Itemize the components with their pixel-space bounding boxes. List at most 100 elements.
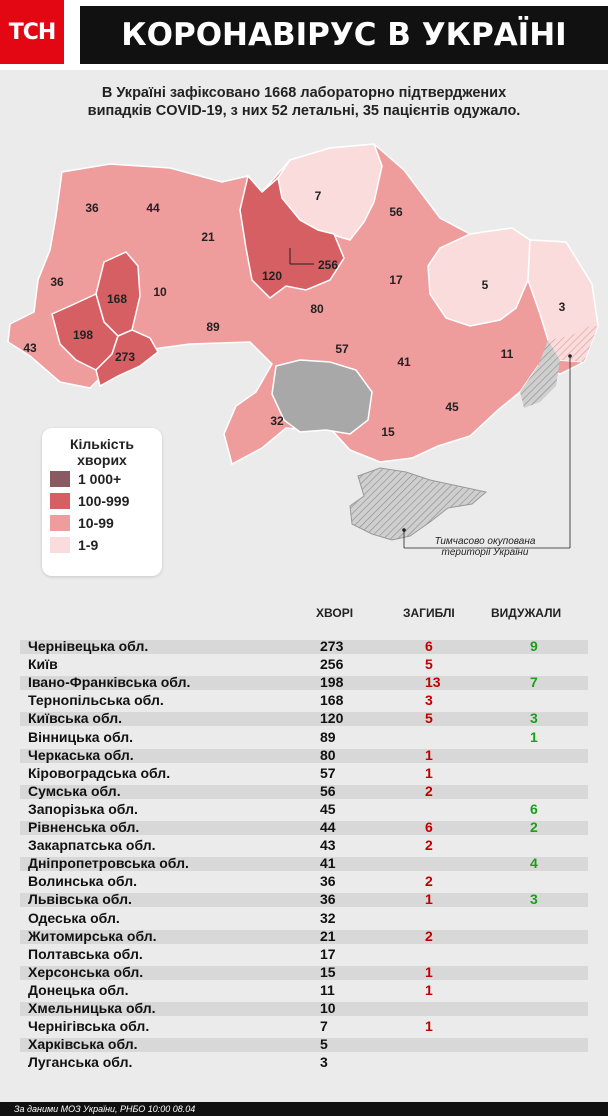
table-row: Черкаська обл. 80 1 bbox=[20, 747, 588, 764]
table-row: Чернігівська обл. 7 1 bbox=[20, 1018, 588, 1035]
region-name: Київська обл. bbox=[28, 710, 123, 727]
footer-source: За даними МОЗ України, РНБО 10:00 08.04 bbox=[0, 1102, 608, 1116]
table-row: Харківська обл. 5 bbox=[20, 1036, 588, 1053]
deaths-value: 5 bbox=[425, 710, 433, 727]
table-row: Київська обл. 120 5 3 bbox=[20, 710, 588, 727]
cases-value: 10 bbox=[320, 1000, 336, 1016]
occupied-territory-note: Тимчасово окупована території України bbox=[410, 536, 560, 558]
region-name: Луганська обл. bbox=[28, 1054, 133, 1071]
cases-value: 44 bbox=[320, 819, 336, 835]
region-label: 198 bbox=[73, 328, 93, 342]
deaths-value: 13 bbox=[425, 674, 441, 691]
recovered-value: 2 bbox=[530, 819, 538, 835]
region-name: Житомирська обл. bbox=[28, 927, 157, 944]
cases-value: 256 bbox=[320, 656, 344, 673]
table-row: Сумська обл. 56 2 bbox=[20, 783, 588, 800]
legend: Кількість хворих 1 000+ 100-999 10-99 1-… bbox=[42, 428, 162, 576]
table-row: Запорізька обл. 45 6 bbox=[20, 801, 588, 818]
region-name: Тернопільська обл. bbox=[28, 692, 164, 709]
cases-value: 15 bbox=[320, 963, 336, 980]
region-gray-center bbox=[271, 359, 373, 435]
table-row: Волинська обл. 36 2 bbox=[20, 873, 588, 890]
region-label: 120 bbox=[262, 269, 282, 283]
region-name: Донецька обл. bbox=[28, 981, 129, 998]
table-row: Тернопільська обл. 168 3 bbox=[20, 692, 588, 709]
region-label: 17 bbox=[389, 273, 403, 287]
table-row: Житомирська обл. 21 2 bbox=[20, 928, 588, 945]
table-row: Вінницька обл. 89 1 bbox=[20, 729, 588, 746]
cases-value: 89 bbox=[320, 728, 336, 745]
cases-value: 43 bbox=[320, 837, 336, 854]
region-label: 43 bbox=[23, 341, 37, 355]
table-row: Івано-Франківська обл. 198 13 7 bbox=[20, 674, 588, 691]
subtitle-line-2: випадків COVID-19, з них 52 летальні, 35… bbox=[87, 103, 521, 119]
region-name: Волинська обл. bbox=[28, 873, 137, 890]
header-recovered: ВИДУЖАЛИ bbox=[491, 606, 562, 620]
row-band bbox=[20, 929, 588, 944]
row-band bbox=[20, 965, 588, 980]
cases-value: 45 bbox=[320, 800, 336, 817]
row-band bbox=[20, 821, 588, 835]
region-kharkiv bbox=[427, 227, 531, 327]
legend-item: 100-999 bbox=[50, 490, 162, 512]
header-cases: ХВОРІ bbox=[316, 606, 354, 620]
region-name: Запорізька обл. bbox=[28, 800, 138, 817]
deaths-value: 1 bbox=[425, 1018, 433, 1035]
page-title: КОРОНАВІРУС В УКРАЇНІ bbox=[80, 6, 608, 64]
region-name: Одеська обл. bbox=[28, 909, 120, 926]
region-kyiv-oblast bbox=[239, 174, 345, 299]
table-row: Донецька обл. 11 1 bbox=[20, 982, 588, 999]
cases-value: 80 bbox=[320, 746, 336, 763]
table-row: Чернівецька обл. 273 6 9 bbox=[20, 638, 588, 655]
legend-label: 1 000+ bbox=[78, 471, 122, 487]
region-label: 57 bbox=[335, 342, 349, 356]
cases-value: 3 bbox=[320, 1054, 328, 1071]
region-name: Рівненська обл. bbox=[28, 819, 140, 835]
cases-value: 7 bbox=[320, 1018, 328, 1035]
row-band bbox=[20, 1038, 588, 1053]
occupied-luhansk bbox=[548, 326, 598, 362]
region-label: 3 bbox=[559, 300, 566, 314]
deaths-value: 2 bbox=[425, 782, 433, 799]
legend-title-line-2: хворих bbox=[77, 452, 127, 468]
deaths-value: 2 bbox=[425, 927, 433, 944]
legend-swatch bbox=[50, 493, 70, 509]
recovered-value: 3 bbox=[530, 710, 538, 727]
occupied-note-line-2: території України bbox=[441, 547, 529, 558]
table-row: Рівненська обл. 44 6 2 bbox=[20, 819, 588, 836]
deaths-value: 2 bbox=[425, 873, 433, 890]
cases-value: 57 bbox=[320, 764, 336, 781]
subtitle-line-1: В Україні зафіксовано 1668 лабораторно п… bbox=[101, 85, 507, 101]
cases-value: 11 bbox=[320, 981, 335, 998]
deaths-value: 1 bbox=[425, 981, 433, 998]
deaths-value: 1 bbox=[425, 764, 433, 781]
region-label: 44 bbox=[146, 201, 160, 215]
table-row: Луганська обл. 3 bbox=[20, 1054, 588, 1071]
table-row: Закарпатська обл. 43 2 bbox=[20, 837, 588, 854]
region-label: 168 bbox=[107, 292, 127, 306]
table-row: Кіровоградська обл. 57 1 bbox=[20, 765, 588, 782]
legend-title: Кількість хворих bbox=[42, 436, 162, 468]
region-name: Кіровоградська обл. bbox=[28, 764, 171, 781]
region-name: Закарпатська обл. bbox=[28, 837, 156, 854]
region-label: 32 bbox=[270, 414, 284, 428]
legend-title-line-1: Кількість bbox=[69, 436, 135, 452]
cases-value: 36 bbox=[320, 873, 336, 890]
cases-value: 5 bbox=[320, 1036, 328, 1053]
region-label: 256 bbox=[318, 258, 338, 272]
recovered-value: 9 bbox=[530, 638, 538, 654]
region-name: Полтавська обл. bbox=[28, 945, 143, 962]
cases-value: 56 bbox=[320, 782, 336, 799]
region-label: 36 bbox=[50, 275, 64, 289]
region-name: Херсонська обл. bbox=[28, 963, 144, 980]
region-name: Львівська обл. bbox=[28, 891, 132, 908]
subtitle: В Україні зафіксовано 1668 лабораторно п… bbox=[20, 84, 588, 120]
deaths-value: 6 bbox=[425, 638, 433, 654]
cases-value: 273 bbox=[320, 638, 344, 654]
legend-swatch bbox=[50, 537, 70, 553]
legend-item: 10-99 bbox=[50, 512, 162, 534]
region-name: Чернівецька обл. bbox=[28, 638, 149, 654]
deaths-value: 1 bbox=[425, 746, 433, 763]
legend-swatch bbox=[50, 471, 70, 487]
row-band bbox=[20, 640, 588, 654]
